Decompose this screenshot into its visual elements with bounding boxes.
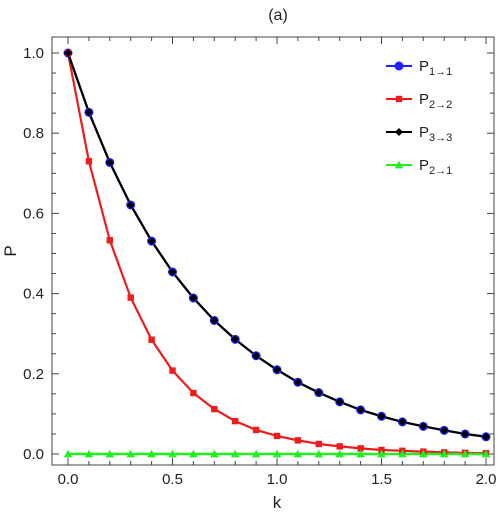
x-axis-label: k <box>273 493 282 512</box>
data-point <box>273 365 281 374</box>
data-point <box>84 108 93 117</box>
data-point <box>106 237 113 244</box>
legend-marker <box>395 95 403 103</box>
data-point <box>336 443 343 450</box>
legend-label: P1→1 <box>419 58 452 78</box>
data-point <box>273 432 281 440</box>
data-point <box>85 158 93 165</box>
data-point <box>335 397 344 406</box>
chart-title: (a) <box>268 7 288 24</box>
data-point <box>314 449 323 458</box>
legend-label: P2→2 <box>419 91 452 111</box>
series-markers <box>63 48 491 458</box>
data-point <box>168 449 177 458</box>
data-point <box>190 389 197 397</box>
data-point <box>251 449 261 458</box>
data-point <box>211 405 218 413</box>
data-point <box>252 426 260 434</box>
legend-label-sub: 3→3 <box>429 132 452 144</box>
data-point <box>189 294 198 303</box>
data-point <box>398 449 407 458</box>
data-point <box>419 422 428 431</box>
data-point <box>252 351 261 360</box>
data-point <box>482 432 490 441</box>
y-tick-label: 1.0 <box>23 45 44 62</box>
data-point <box>398 417 407 426</box>
data-point <box>440 449 449 458</box>
y-tick-label: 0.4 <box>23 286 44 303</box>
data-point <box>63 449 73 458</box>
data-point <box>357 445 364 452</box>
series-line-1 <box>66 52 487 438</box>
data-point <box>148 336 155 343</box>
legend-label-sub: 2→1 <box>429 165 452 177</box>
legend-marker <box>394 160 404 169</box>
data-point <box>293 378 302 387</box>
data-point <box>294 437 302 444</box>
legend-marker <box>395 128 403 136</box>
series-lines <box>66 52 487 456</box>
series-line-2 <box>66 52 487 455</box>
legend: P1→1P2→2P3→3P2→1 <box>386 58 452 177</box>
legend-label: P3→3 <box>419 124 452 144</box>
data-point <box>105 449 114 458</box>
data-point <box>293 449 303 458</box>
data-point <box>314 388 323 397</box>
data-point <box>232 417 239 425</box>
data-point <box>210 449 219 458</box>
data-point <box>440 426 449 435</box>
x-tick-label: 2.0 <box>476 471 497 488</box>
y-tick-label: 0.8 <box>23 125 44 142</box>
data-point <box>147 449 156 458</box>
x-tick-label: 0.5 <box>162 471 183 488</box>
legend-marker <box>394 61 404 71</box>
data-point <box>315 440 322 448</box>
data-point <box>335 449 344 458</box>
data-point <box>64 49 72 57</box>
data-point <box>147 237 156 246</box>
data-point <box>127 294 134 301</box>
plot-frame <box>51 36 495 466</box>
legend-label-main: P <box>419 124 429 141</box>
data-point <box>84 449 94 458</box>
axis-ticks: 0.0 0.5 1.0 1.5 2.0 0.0 0.2 0.4 0.6 0.8 1.0 <box>23 37 496 488</box>
data-point <box>105 158 114 167</box>
legend-label-main: P <box>419 91 429 108</box>
legend-label: P2→1 <box>419 157 452 177</box>
legend-label-sub: 1→1 <box>429 66 452 78</box>
x-tick-label: 1.5 <box>371 471 392 488</box>
data-point <box>126 449 135 458</box>
x-tick-label: 1.0 <box>267 471 288 488</box>
y-tick-label: 0.0 <box>23 446 44 463</box>
data-point <box>356 449 365 458</box>
data-point <box>460 449 470 458</box>
series-line-3 <box>66 52 487 438</box>
data-point <box>126 200 135 209</box>
data-point <box>356 405 365 414</box>
legend-label-main: P <box>419 157 429 174</box>
x-tick-label: 0.0 <box>58 471 79 488</box>
data-point <box>231 449 240 458</box>
legend-label-sub: 2→2 <box>429 99 452 111</box>
data-point <box>168 267 177 276</box>
y-axis-label: P <box>1 245 20 256</box>
data-point <box>231 335 240 344</box>
data-point <box>377 449 386 458</box>
data-point <box>419 449 428 458</box>
y-tick-label: 0.6 <box>23 205 44 222</box>
y-tick-label: 0.2 <box>23 366 44 383</box>
data-point <box>272 449 282 458</box>
legend-label-main: P <box>419 58 429 75</box>
data-point <box>377 412 386 421</box>
data-point <box>461 429 470 438</box>
data-point <box>481 449 491 458</box>
data-point <box>169 367 176 374</box>
data-point <box>210 316 219 325</box>
data-point <box>189 449 198 458</box>
